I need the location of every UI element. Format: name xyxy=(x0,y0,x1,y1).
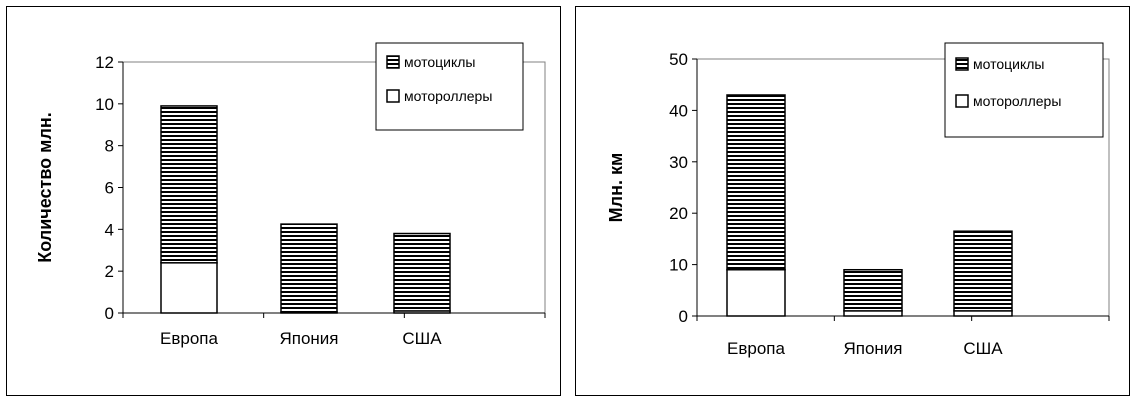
bar-motorcycles xyxy=(393,232,451,312)
x-tick-label: Европа xyxy=(160,329,218,348)
x-tick-label: США xyxy=(963,339,1003,358)
bar-motorcycles xyxy=(280,223,338,313)
legend-label: мотоциклы xyxy=(404,54,476,70)
y-tick-label: 2 xyxy=(105,262,114,281)
bar-scooters xyxy=(843,310,903,317)
y-tick-label: 12 xyxy=(95,53,114,72)
x-tick-label: Европа xyxy=(727,339,785,358)
bar-scooters xyxy=(160,262,218,314)
plot-border xyxy=(123,61,546,313)
chart-mileage: 0 10 20 30 40 50 Европа Япония США Млн. км мотоцик… xyxy=(606,42,1110,358)
legend-box xyxy=(375,42,524,131)
y-axis-label: Количество млн. xyxy=(35,112,55,263)
legend-swatch xyxy=(386,55,400,69)
y-tick-label: 8 xyxy=(105,137,114,156)
legend-label: мотоциклы xyxy=(973,56,1045,72)
y-tick-label: 30 xyxy=(669,153,688,172)
y-tick-label: 50 xyxy=(669,50,688,69)
legend-label: мотороллеры xyxy=(973,93,1061,109)
bar-scooters xyxy=(726,268,786,317)
chart-quantity: 0 2 4 6 8 10 12 Европа Япония США Количество млн. м… xyxy=(35,42,546,348)
y-tick-label: 6 xyxy=(105,179,114,198)
y-tick-label: 0 xyxy=(105,304,114,323)
legend-box xyxy=(944,42,1104,138)
x-tick-label: Япония xyxy=(279,329,338,348)
legend-swatch xyxy=(955,94,969,108)
y-tick-label: 10 xyxy=(669,256,688,275)
bar-motorcycles xyxy=(953,230,1013,312)
bar-scooters xyxy=(953,310,1013,317)
bar-motorcycles xyxy=(843,268,903,312)
chart-panel-quantity: 0 2 4 6 8 10 12 Европа Япония США Количество млн. м… xyxy=(6,6,561,396)
y-tick-label: 10 xyxy=(95,95,114,114)
y-axis-label: Млн. км xyxy=(606,153,626,223)
bar-motorcycles xyxy=(160,105,218,264)
legend-swatch xyxy=(955,57,969,71)
x-tick-label: США xyxy=(402,329,442,348)
y-tick-label: 20 xyxy=(669,204,688,223)
y-tick-label: 40 xyxy=(669,101,688,120)
legend-swatch xyxy=(386,89,400,103)
bar-motorcycles xyxy=(726,94,786,271)
y-tick-label: 4 xyxy=(105,220,114,239)
chart-panel-mileage: 0 10 20 30 40 50 Европа Япония США Млн. км мотоцик… xyxy=(575,6,1130,396)
y-tick-label: 0 xyxy=(679,307,688,326)
plot-border xyxy=(697,58,1110,316)
x-tick-label: Япония xyxy=(843,339,902,358)
legend-label: мотороллеры xyxy=(404,88,492,104)
